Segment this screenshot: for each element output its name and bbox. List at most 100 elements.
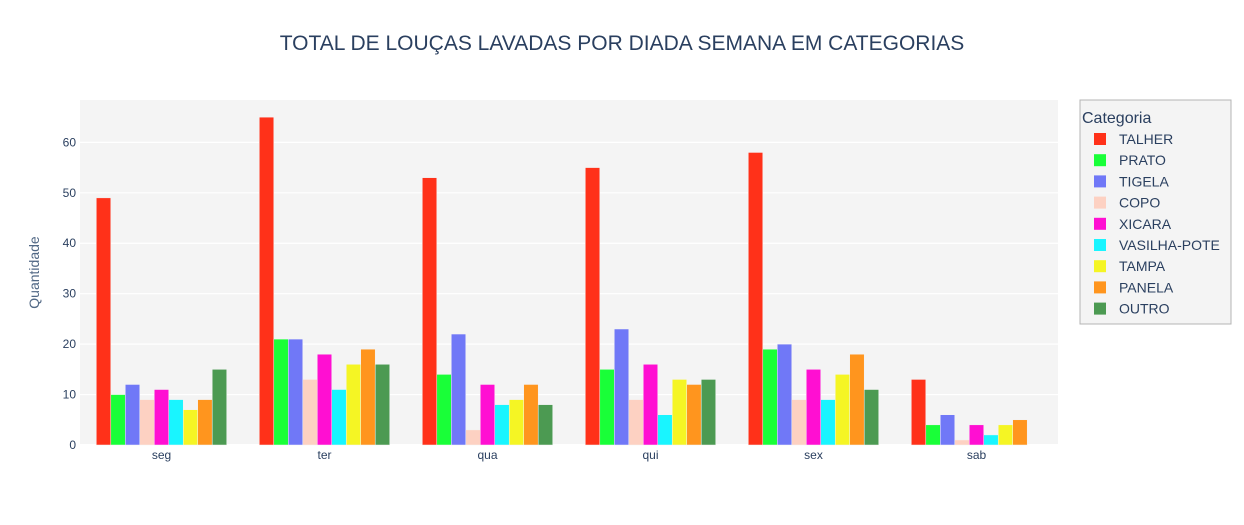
bar-copo-qua[interactable] (465, 429, 481, 446)
bar-panela-seg[interactable] (197, 399, 213, 446)
bar-vasilha-pote-qua[interactable] (494, 404, 510, 446)
legend-item-vasilha-pote[interactable]: VASILHA-POTE (1094, 237, 1220, 253)
legend-item-copo[interactable]: COPO (1094, 195, 1160, 211)
bar-outro-qui[interactable] (700, 379, 716, 446)
bar-tampa-seg[interactable] (182, 409, 198, 446)
bar-vasilha-pote-sab[interactable] (983, 434, 999, 446)
y-axis-ticks: 0 10 20 30 40 50 60 (63, 135, 77, 452)
bar-tigela-qui[interactable] (614, 328, 630, 446)
x-axis-ticks: seg ter qua qui sex sab (152, 448, 987, 462)
x-tick-label: sex (804, 448, 823, 462)
bar-vasilha-pote-qui[interactable] (657, 414, 673, 446)
y-tick-label: 60 (63, 135, 77, 149)
legend-swatch (1094, 133, 1106, 145)
x-tick-label: sab (967, 448, 987, 462)
bar-copo-seg[interactable] (139, 399, 155, 446)
bar-talher-qua[interactable] (422, 177, 438, 446)
bar-panela-sex[interactable] (849, 353, 865, 446)
legend-items[interactable]: TALHER PRATO TIGELA COPO XICARA VASILHA-POTE T… (1094, 131, 1220, 317)
bar-copo-sab[interactable] (954, 439, 970, 446)
y-axis-title: Quantidade (26, 236, 42, 309)
legend-label: TALHER (1119, 131, 1173, 147)
bar-prato-sab[interactable] (925, 424, 941, 446)
bar-panela-qua[interactable] (523, 384, 539, 446)
legend-label: COPO (1119, 195, 1160, 211)
legend-item-panela[interactable]: PANELA (1094, 279, 1174, 295)
y-tick-label: 10 (63, 388, 77, 402)
legend-label: TAMPA (1119, 258, 1166, 274)
legend-swatch (1094, 217, 1106, 230)
bar-tampa-ter[interactable] (345, 364, 361, 446)
y-tick-label: 30 (63, 287, 77, 301)
bar-tigela-seg[interactable] (125, 384, 141, 446)
legend-swatch (1094, 260, 1106, 273)
legend-swatch (1094, 154, 1106, 167)
y-tick-label: 20 (63, 337, 77, 351)
y-tick-label: 40 (63, 236, 77, 250)
x-tick-label: qua (477, 448, 497, 462)
bar-copo-qui[interactable] (628, 399, 644, 446)
bar-tigela-qua[interactable] (451, 333, 467, 446)
bar-xicara-seg[interactable] (154, 389, 169, 446)
bar-xicara-sex[interactable] (806, 369, 821, 446)
bar-copo-ter[interactable] (302, 379, 318, 446)
bar-panela-qui[interactable] (686, 384, 702, 446)
bar-prato-qui[interactable] (599, 369, 615, 446)
bar-panela-sab[interactable] (1012, 419, 1028, 446)
legend-title: Categoria (1082, 110, 1151, 127)
legend-label: TIGELA (1119, 173, 1169, 189)
bar-talher-seg[interactable] (96, 197, 112, 446)
bar-xicara-qui[interactable] (643, 364, 658, 446)
bar-panela-ter[interactable] (360, 348, 376, 446)
bar-xicara-ter[interactable] (317, 353, 332, 446)
bar-xicara-qua[interactable] (480, 384, 495, 446)
bar-talher-sab[interactable] (911, 379, 927, 446)
bar-tigela-sab[interactable] (940, 414, 956, 446)
x-tick-label: ter (317, 448, 331, 462)
bar-prato-sex[interactable] (762, 348, 778, 446)
bar-vasilha-pote-ter[interactable] (331, 389, 347, 446)
bar-talher-qui[interactable] (585, 167, 601, 446)
bar-outro-ter[interactable] (374, 364, 390, 446)
legend-swatch (1094, 281, 1106, 294)
bar-talher-ter[interactable] (259, 116, 275, 446)
x-tick-label: seg (152, 448, 171, 462)
x-tick-label: qui (642, 448, 658, 462)
gridlines (80, 141, 1058, 446)
bar-tigela-ter[interactable] (288, 338, 304, 446)
legend-label: VASILHA-POTE (1119, 237, 1220, 253)
bar-tampa-sex[interactable] (834, 374, 850, 446)
legend[interactable]: Categoria TALHER PRATO TIGELA COPO XICARA VAS… (1079, 99, 1232, 325)
bar-outro-qua[interactable] (537, 404, 553, 446)
legend-item-tampa[interactable]: TAMPA (1094, 258, 1166, 274)
bars (96, 116, 1028, 446)
legend-item-talher[interactable]: TALHER (1094, 131, 1173, 147)
chart-title: TOTAL DE LOUÇAS LAVADAS POR DIADA SEMANA… (280, 32, 965, 55)
y-tick-label: 0 (69, 438, 76, 452)
legend-label: OUTRO (1119, 301, 1170, 317)
bar-prato-seg[interactable] (110, 394, 126, 446)
legend-item-xicara[interactable]: XICARA (1094, 216, 1172, 232)
bar-prato-ter[interactable] (273, 338, 289, 446)
bar-copo-sex[interactable] (791, 399, 807, 446)
legend-swatch (1094, 239, 1106, 251)
bar-xicara-sab[interactable] (969, 424, 984, 446)
bar-prato-qua[interactable] (436, 374, 452, 446)
bar-outro-sex[interactable] (863, 389, 879, 446)
legend-item-outro[interactable]: OUTRO (1094, 301, 1170, 317)
bar-vasilha-pote-sex[interactable] (820, 399, 836, 446)
legend-swatch (1094, 175, 1106, 188)
plot-area (80, 100, 1058, 445)
legend-item-prato[interactable]: PRATO (1094, 152, 1166, 168)
bar-talher-sex[interactable] (748, 152, 764, 446)
bar-tampa-qua[interactable] (508, 399, 524, 446)
legend-label: PRATO (1119, 152, 1166, 168)
bar-tigela-sex[interactable] (777, 343, 793, 446)
bar-vasilha-pote-seg[interactable] (168, 399, 184, 446)
bar-outro-seg[interactable] (211, 369, 227, 446)
bar-tampa-qui[interactable] (671, 379, 687, 446)
bar-tampa-sab[interactable] (997, 424, 1013, 446)
legend-item-tigela[interactable]: TIGELA (1094, 173, 1169, 189)
